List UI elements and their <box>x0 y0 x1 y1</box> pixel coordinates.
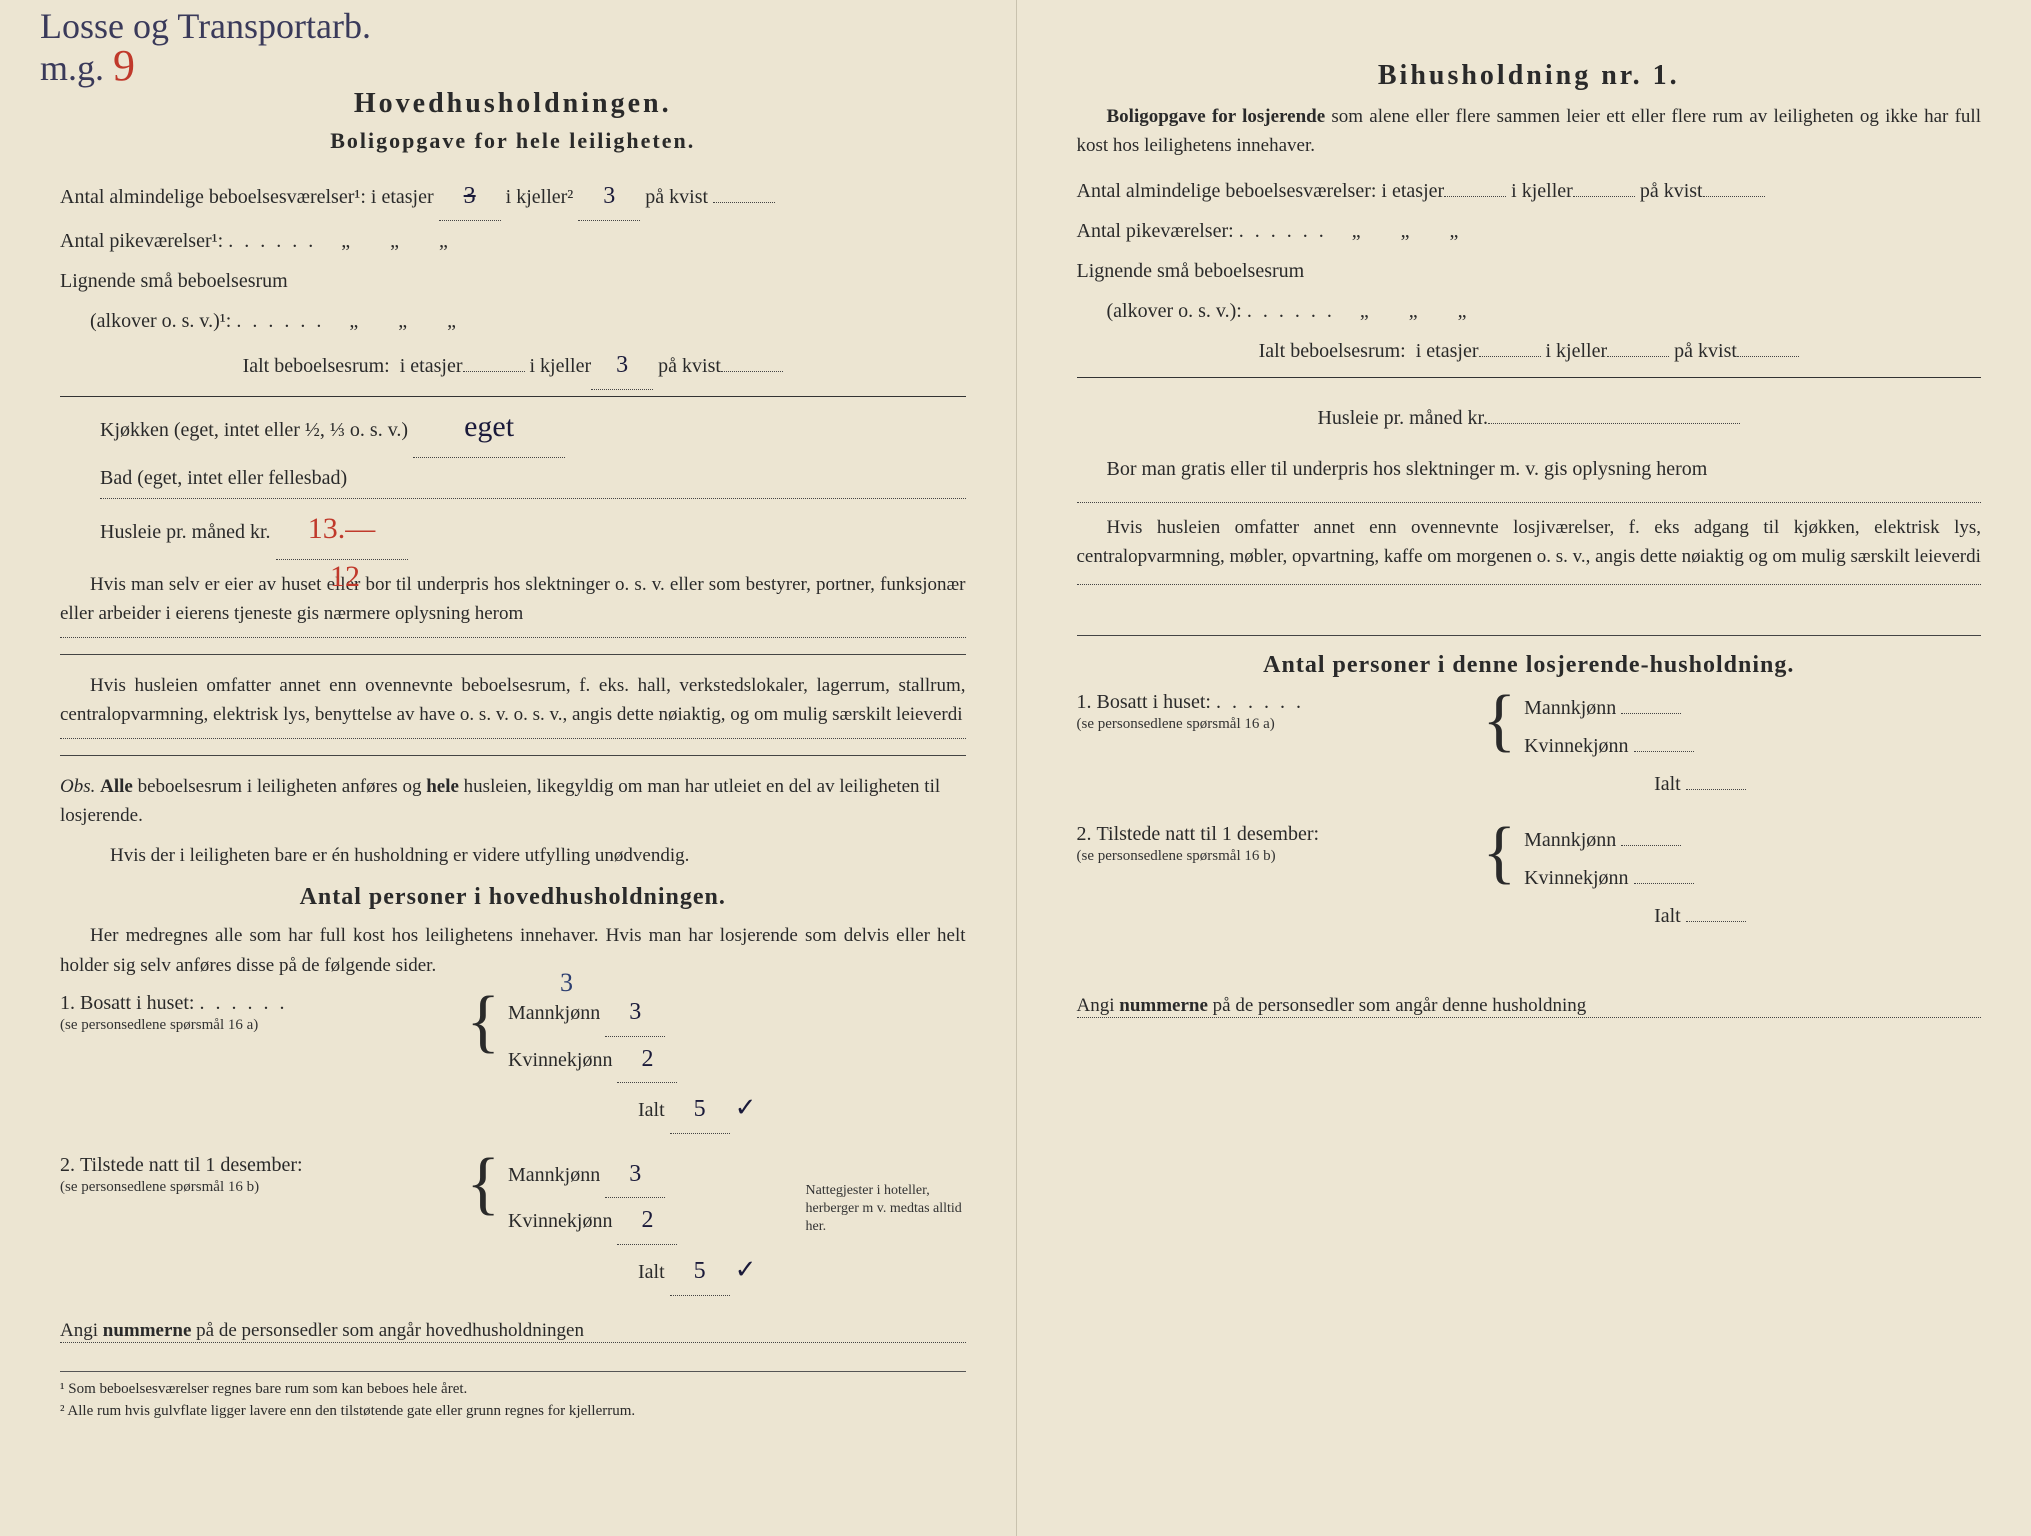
r-row-ialt: Ialt beboelsesrum: i etasjer i kjeller p… <box>1077 331 1982 378</box>
para-owner: Hvis man selv er eier av huset eller bor… <box>60 570 966 638</box>
footnotes: ¹ Som beboelsesværelser regnes bare rum … <box>60 1371 966 1423</box>
row-husleie: Husleie pr. måned kr. 13.— <box>100 499 966 560</box>
obs-2: Hvis der i leiligheten bare er én hushol… <box>60 841 966 870</box>
r-row-pike: Antal pikeværelser: „ „ „ <box>1077 211 1982 251</box>
q2-mann: 3 <box>605 1152 665 1199</box>
husleie-value: 13.— <box>276 499 408 560</box>
brace-icon: { <box>458 1152 508 1215</box>
hw-red-12: 12 <box>330 560 360 594</box>
r-husleie: Husleie pr. måned kr. <box>1077 398 1982 438</box>
hw-mg: m.g. <box>40 48 104 88</box>
separator-1 <box>60 654 966 655</box>
r-para1: Bor man gratis eller til underpris hos s… <box>1077 448 1982 503</box>
left-footer: Angi nummerne på de personsedler som ang… <box>60 1320 966 1343</box>
separator-2 <box>60 755 966 756</box>
row-bad: Bad (eget, intet eller fellesbad) <box>100 458 966 499</box>
handwritten-header: Losse og Transportarb. m.g. 9 <box>40 8 371 88</box>
row-kjokken: Kjøkken (eget, intet eller ½, ⅓ o. s. v.… <box>100 397 966 458</box>
hw-occupation: Losse og Transportarb. <box>40 6 371 46</box>
persons-intro: Her medregnes alle som har full kost hos… <box>60 921 966 980</box>
para-husleie-omf: Hvis husleien omfatter annet enn ovennev… <box>60 671 966 739</box>
footnote-2: ² Alle rum hvis gulvflate ligger lavere … <box>60 1400 966 1423</box>
q1-mann: 3 <box>605 990 665 1037</box>
row-beboelses: Antal almindelige beboelsesværelser¹: i … <box>60 172 966 221</box>
q1-kvinne: 2 <box>617 1037 677 1084</box>
right-page: Bihusholdning nr. 1. Boligopgave for los… <box>1016 0 2031 1536</box>
right-footer: Angi nummerne på de personsedler som ang… <box>1077 995 1982 1018</box>
left-subtitle: Boligopgave for hele leiligheten. <box>60 128 966 154</box>
brace-icon: { <box>1474 821 1524 884</box>
row-pike: Antal pikeværelser¹: „ „ „ <box>60 221 966 261</box>
q2-kvinne: 2 <box>617 1198 677 1245</box>
left-title: Hovedhusholdningen. <box>60 88 966 120</box>
q1-row: 1. Bosatt i huset: (se personsedlene spø… <box>60 990 966 1134</box>
r-q1-row: 1. Bosatt i huset: (se personsedlene spø… <box>1077 689 1982 803</box>
q1-ialt: 5 <box>670 1087 730 1134</box>
r-para2: Hvis husleien omfatter annet enn ovennev… <box>1077 513 1982 585</box>
right-intro: Boligopgave for losjerende som alene ell… <box>1077 102 1982 161</box>
q2-row: 2. Tilstede natt til 1 desember: (se per… <box>60 1152 966 1296</box>
footnote-1: ¹ Som beboelsesværelser regnes bare rum … <box>60 1378 966 1401</box>
row-lign: Lignende små beboelsesrum (alkover o. s.… <box>60 261 966 341</box>
kjokken-value: eget <box>413 397 565 458</box>
right-title: Bihusholdning nr. 1. <box>1077 60 1982 92</box>
etasjer-strike: 3 <box>439 172 501 221</box>
r-q2-row: 2. Tilstede natt til 1 desember: (se per… <box>1077 821 1982 935</box>
hw-extra-3: 3 <box>560 968 573 998</box>
r-section-persons: Antal personer i denne losjerende-hushol… <box>1077 652 1982 679</box>
brace-icon: { <box>458 990 508 1053</box>
left-page: Losse og Transportarb. m.g. 9 Hovedhusho… <box>0 0 1016 1536</box>
row-ialt: Ialt beboelsesrum: i etasjer i kjeller3 … <box>60 341 966 397</box>
hw-red-9: 9 <box>113 41 135 90</box>
obs-1: Obs. Alle beboelsesrum i leiligheten anf… <box>60 772 966 831</box>
section-persons-title: Antal personer i hovedhusholdningen. <box>60 884 966 911</box>
brace-icon: { <box>1474 689 1524 752</box>
r-row1: Antal almindelige beboelsesværelser: i e… <box>1077 171 1982 211</box>
q2-ialt: 5 <box>670 1249 730 1296</box>
kjeller-value: 3 <box>578 172 640 221</box>
r-separator <box>1077 635 1982 636</box>
q2-note: Nattegjester i hoteller, herberger m v. … <box>806 1182 966 1237</box>
r-row-lign: Lignende små beboelsesrum (alkover o. s.… <box>1077 251 1982 331</box>
kvist-value <box>713 202 775 203</box>
